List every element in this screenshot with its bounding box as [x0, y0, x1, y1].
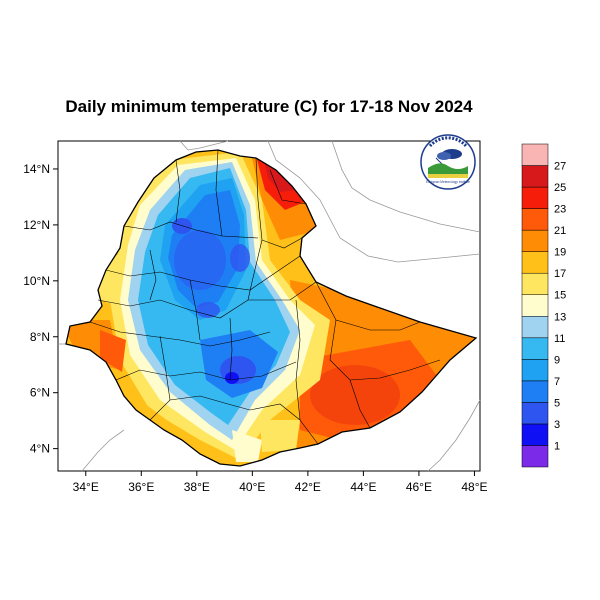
colorbar-swatch [521, 337, 549, 360]
x-tick-label: 44°E [350, 480, 376, 494]
institute-logo: Ethiopian Meteorology Institute [420, 134, 476, 190]
colorbar-label: 11 [554, 333, 565, 345]
colorbar-swatch [521, 316, 549, 339]
colorbar-swatch [521, 208, 549, 231]
x-tick-label: 36°E [128, 480, 154, 494]
y-tick-label: 4°N [30, 442, 50, 456]
colorbar-swatch [521, 186, 549, 209]
colorbar-swatch [521, 402, 549, 425]
y-tick-label: 14°N [23, 162, 50, 176]
colorbar-label: 25 [554, 182, 566, 194]
colorbar-swatch [521, 294, 549, 317]
x-tick-label: 34°E [73, 480, 99, 494]
y-tick-label: 12°N [23, 218, 50, 232]
colorbar-label: 21 [554, 225, 566, 237]
y-tick-label: 8°N [30, 330, 50, 344]
colorbar-swatch [521, 272, 549, 295]
colorbar-label: 17 [554, 268, 566, 280]
colorbar-swatch [521, 229, 549, 252]
y-tick-label: 6°N [30, 386, 50, 400]
x-tick-label: 46°E [406, 480, 432, 494]
x-tick-label: 40°E [239, 480, 265, 494]
y-axis: 14°N 12°N 10°N 8°N 6°N 4°N [23, 162, 58, 456]
colorbar-label: 19 [554, 247, 566, 259]
colorbar-label: 1 [554, 440, 560, 452]
colorbar-swatch [521, 143, 549, 166]
colorbar-swatch [521, 359, 549, 382]
colorbar-swatch [521, 445, 549, 468]
logo-caption: Ethiopian Meteorology Institute [426, 180, 470, 184]
x-tick-label: 42°E [295, 480, 321, 494]
colorbar-label: 5 [554, 397, 560, 409]
x-tick-label: 48°E [461, 480, 487, 494]
colorbar-label: 7 [554, 376, 560, 388]
colorbar-swatch [521, 165, 549, 188]
x-axis: 34°E 36°E 38°E 40°E 42°E 44°E 46°E 48°E [73, 471, 488, 494]
colorbar-label: 9 [554, 354, 560, 366]
chart-title: Daily minimum temperature (C) for 17-18 … [65, 97, 473, 116]
neighbour-borders [58, 140, 481, 472]
colorbar-swatch [521, 251, 549, 274]
colorbar-label: 23 [554, 204, 566, 216]
country-outline [65, 149, 478, 467]
admin-borders [89, 149, 441, 445]
colorbar-label: 13 [554, 311, 566, 323]
colorbar-swatch [521, 380, 549, 403]
x-tick-label: 38°E [184, 480, 210, 494]
colorbar-label: 27 [554, 161, 566, 173]
y-tick-label: 10°N [23, 274, 50, 288]
colorbar-swatch [521, 423, 549, 446]
colorbar-label: 3 [554, 419, 560, 431]
colorbar-label: 15 [554, 290, 566, 302]
